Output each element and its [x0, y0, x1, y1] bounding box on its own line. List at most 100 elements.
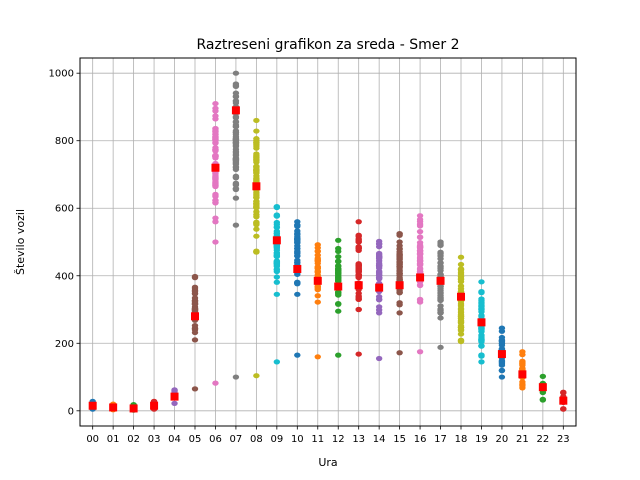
x-tick-label: 19 [475, 434, 488, 445]
x-tick-label: 04 [168, 434, 181, 445]
outlier-point [212, 380, 219, 386]
data-point [396, 239, 403, 245]
data-point [191, 301, 199, 307]
series-12 [334, 237, 343, 358]
outlier-point [314, 354, 321, 360]
x-tick-label: 05 [189, 434, 202, 445]
x-tick-label: 12 [332, 434, 345, 445]
data-point [335, 308, 342, 314]
mean-marker [129, 404, 138, 413]
data-point [232, 149, 240, 156]
data-point [191, 284, 199, 290]
data-point [253, 204, 260, 211]
data-point [375, 296, 383, 302]
data-point [416, 240, 424, 246]
data-point [355, 272, 362, 278]
data-point [314, 299, 321, 305]
data-point [437, 297, 444, 304]
data-point [416, 234, 424, 241]
mean-marker [150, 401, 159, 410]
data-point [519, 352, 526, 358]
data-point [437, 267, 444, 274]
outlier-point [294, 352, 301, 358]
data-point [232, 129, 240, 136]
data-point [191, 329, 199, 336]
mean-marker [334, 282, 343, 291]
data-point [191, 288, 199, 294]
mean-marker [252, 182, 261, 191]
data-point [437, 303, 444, 309]
outlier-point [416, 349, 424, 355]
data-point [416, 269, 424, 275]
data-point [437, 260, 444, 266]
data-point [355, 263, 362, 269]
data-point [335, 258, 342, 264]
data-point [478, 279, 485, 285]
data-point [253, 167, 260, 173]
y-tick-label: 600 [55, 204, 74, 215]
data-point [253, 151, 260, 157]
data-point [355, 306, 362, 313]
x-tick-label: 16 [414, 434, 427, 445]
data-point [498, 328, 506, 334]
x-tick-label: 14 [373, 434, 386, 445]
mean-marker [211, 163, 220, 172]
data-point [232, 119, 240, 125]
data-point [437, 241, 444, 247]
data-point [253, 117, 260, 124]
mean-marker [436, 276, 445, 285]
data-point [232, 133, 240, 140]
series-08 [252, 117, 261, 379]
data-point [294, 223, 301, 229]
series-20 [497, 325, 506, 380]
data-point [355, 296, 362, 302]
outlier-point [232, 222, 240, 228]
data-point [273, 230, 281, 236]
series-01 [109, 401, 118, 413]
data-point [355, 268, 362, 274]
data-point [273, 243, 281, 249]
data-point [294, 232, 301, 238]
data-point [519, 383, 526, 389]
y-tick-label: 1000 [49, 69, 74, 80]
data-point [457, 337, 465, 343]
x-tick-label: 06 [209, 434, 222, 445]
data-point [375, 254, 383, 261]
data-point [273, 247, 281, 253]
data-point [478, 359, 485, 365]
data-point [437, 289, 444, 295]
mean-marker [395, 281, 404, 290]
mean-marker [313, 276, 322, 285]
data-point [253, 233, 260, 239]
data-point [437, 271, 444, 277]
data-point [171, 400, 178, 406]
data-point [232, 157, 240, 163]
data-point [273, 221, 281, 228]
data-point [212, 105, 219, 111]
mean-marker [497, 350, 506, 359]
data-point [253, 145, 260, 151]
data-point [437, 309, 444, 315]
series-21 [518, 349, 527, 391]
mean-marker [538, 383, 547, 392]
data-point [478, 343, 485, 349]
outlier-point [253, 373, 260, 379]
y-tick-label: 400 [55, 271, 74, 282]
outlier-point [335, 352, 342, 358]
data-point [457, 271, 465, 277]
data-point [232, 186, 240, 193]
data-point [294, 280, 301, 286]
data-point [212, 191, 219, 197]
data-point [396, 289, 403, 295]
series-07 [231, 70, 240, 380]
series-15 [395, 230, 404, 356]
series-09 [272, 203, 281, 365]
data-point [273, 212, 281, 218]
data-point [253, 226, 260, 232]
x-tick-label: 07 [230, 434, 243, 445]
data-point [478, 301, 485, 307]
data-point [519, 360, 526, 367]
data-point [416, 223, 424, 229]
series-13 [354, 219, 363, 357]
data-point [212, 100, 219, 107]
